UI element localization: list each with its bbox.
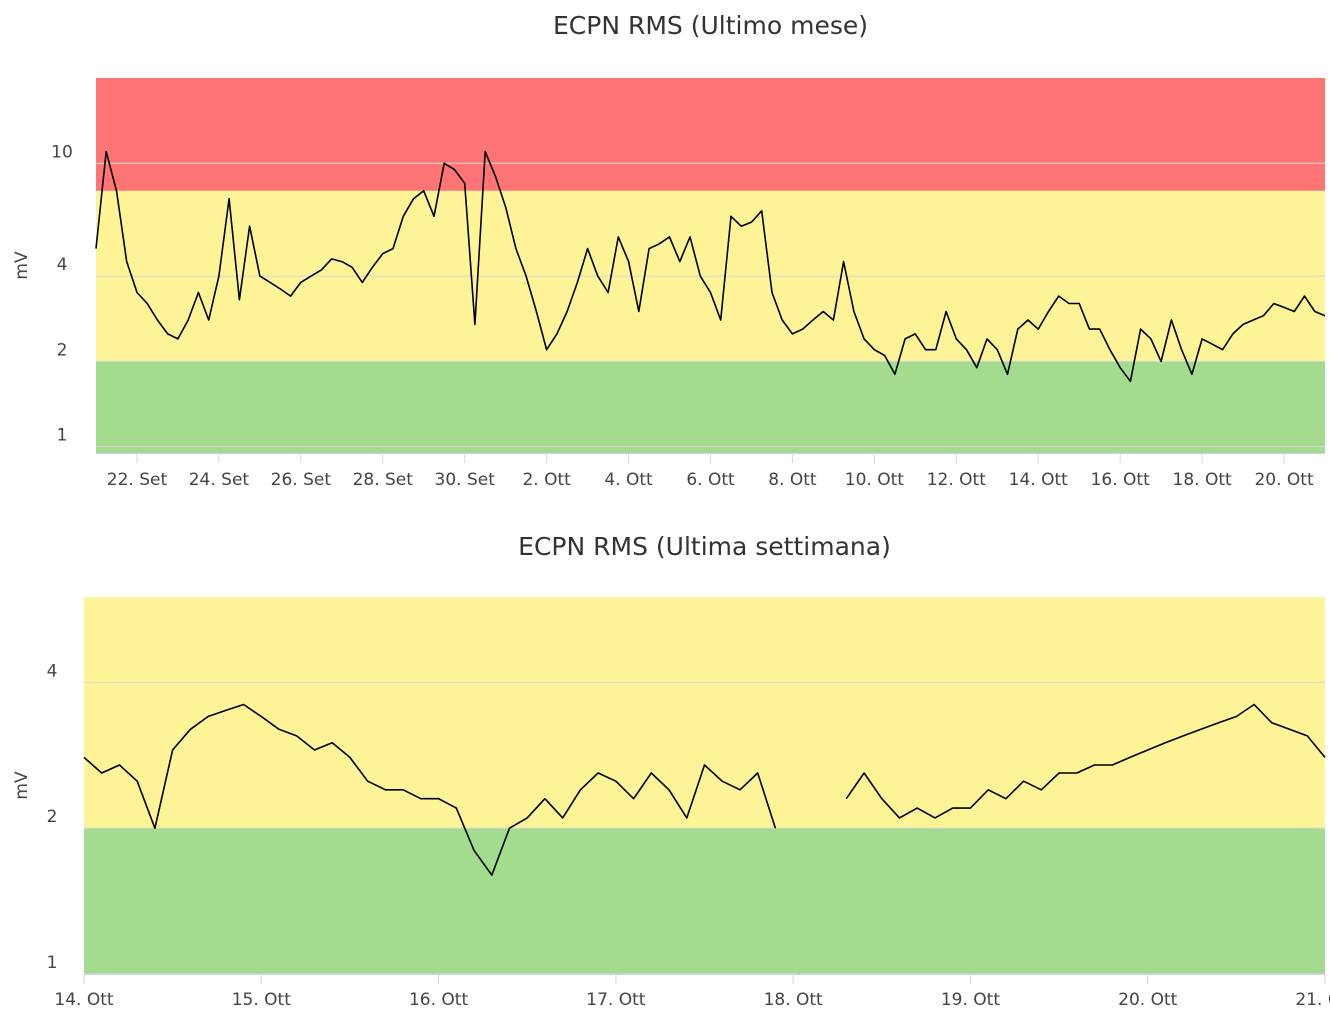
- x-tick-label: 14. Ott: [54, 990, 113, 1010]
- x-tick-label: 17. Ott: [586, 990, 645, 1010]
- x-tick-label: 10. Ott: [845, 470, 904, 490]
- x-tick-label: 20. Ott: [1254, 470, 1313, 490]
- x-tick-label: 20. Ott: [1118, 990, 1177, 1010]
- x-tick-label: 16. Ott: [409, 990, 468, 1010]
- x-tick-label: 22. Set: [107, 470, 168, 490]
- chart-title: ECPN RMS (Ultimo mese): [553, 11, 868, 40]
- plot-band: [96, 361, 1325, 453]
- chart: ECPN RMS (Ultimo mese) 1 2 4 10 mV 22. Set 24. …: [12, 11, 1326, 490]
- x-tick-label: 24. Set: [189, 470, 250, 490]
- y-tick-label: 2: [57, 340, 68, 360]
- x-tick-label: 6. Ott: [686, 470, 735, 490]
- y-axis-label: mV: [12, 251, 32, 280]
- x-tick-label: 4. Ott: [604, 470, 653, 490]
- y-tick-label: 4: [47, 661, 58, 681]
- x-tick-label: 16. Ott: [1091, 470, 1150, 490]
- x-tick-label: 8. Ott: [768, 470, 817, 490]
- y-tick-label: 10: [51, 142, 73, 162]
- x-tick-label: 12. Ott: [927, 470, 986, 490]
- x-tick-label: 26. Set: [271, 470, 332, 490]
- x-tick-label: 28. Set: [353, 470, 414, 490]
- y-tick-label: 4: [57, 255, 68, 275]
- chart: ECPN RMS (Ultima settimana) 1 2 4 mV 14. Ott 1…: [12, 532, 1330, 1010]
- x-tick-label: 14. Ott: [1009, 470, 1068, 490]
- data-line: [83, 703, 1326, 876]
- chart-title: ECPN RMS (Ultima settimana): [518, 532, 891, 561]
- x-tick-label: 18. Ott: [764, 990, 823, 1010]
- y-axis-label: mV: [12, 771, 32, 800]
- x-tick-label: 30. Set: [435, 470, 496, 490]
- data-line: [95, 150, 1326, 383]
- plot-band: [84, 828, 1325, 974]
- y-tick-label: 1: [57, 426, 68, 446]
- x-tick-label: 15. Ott: [232, 990, 291, 1010]
- plot-band: [84, 597, 1325, 829]
- y-tick-label: 1: [47, 953, 58, 973]
- plot-band: [96, 78, 1325, 191]
- x-tick-label: 2. Ott: [522, 470, 571, 490]
- y-tick-label: 2: [47, 807, 58, 827]
- x-tick-label: 21. Ott: [1295, 990, 1330, 1010]
- x-tick-label: 19. Ott: [941, 990, 1000, 1010]
- x-tick-label: 18. Ott: [1173, 470, 1232, 490]
